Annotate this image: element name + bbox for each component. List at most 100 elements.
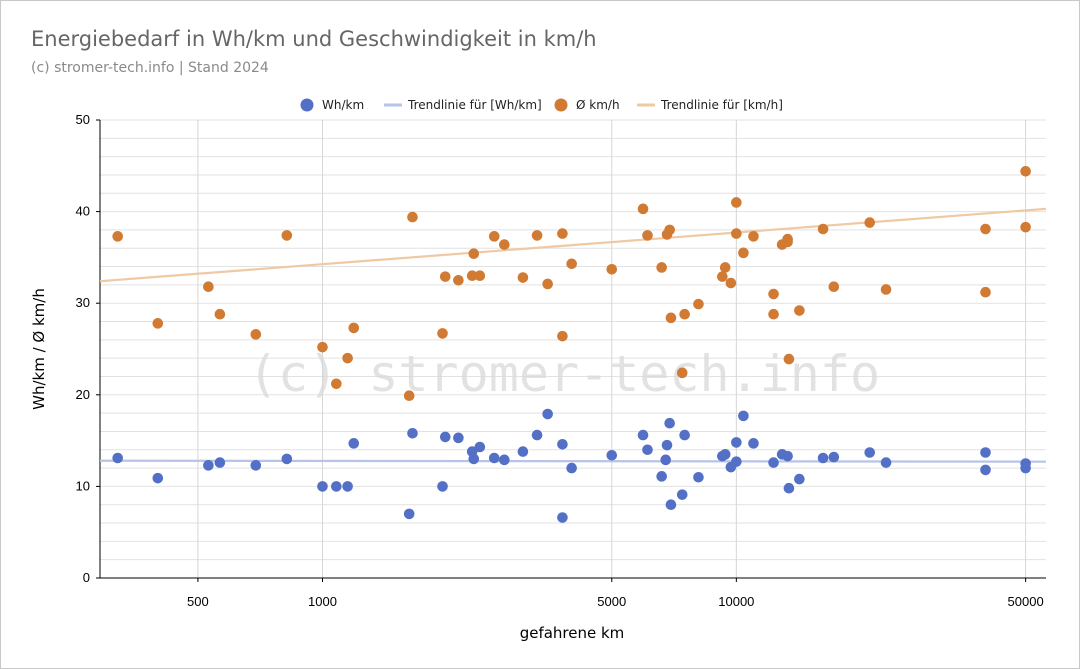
point-kmh [281, 230, 293, 241]
point-kmh [665, 312, 677, 324]
point-wh-km [542, 408, 553, 420]
point-wh-km [281, 453, 293, 465]
legend: Wh/km Trendlinie für [Wh/km] Ø km/h Trendli… [300, 98, 783, 112]
point-wh-km [665, 499, 677, 511]
point-wh-km [748, 438, 759, 449]
point-wh-km [731, 456, 742, 467]
point-kmh [214, 308, 226, 320]
point-wh-km [980, 447, 991, 458]
point-kmh [542, 278, 553, 290]
point-wh-km [768, 457, 779, 468]
point-wh-km [531, 429, 543, 441]
point-kmh [656, 262, 667, 273]
point-wh-km [403, 508, 415, 520]
point-wh-km [453, 432, 464, 444]
point-kmh [250, 329, 262, 340]
point-kmh [152, 318, 164, 329]
point-wh-km [152, 472, 164, 484]
x-tick-label: 50000 [1008, 594, 1044, 609]
point-kmh [817, 223, 829, 235]
point-kmh [828, 281, 840, 293]
point-wh-km [317, 481, 328, 492]
point-kmh [637, 203, 649, 215]
point-kmh [557, 330, 568, 342]
y-tick-label: 50 [76, 112, 90, 127]
point-kmh [499, 239, 510, 250]
trendline [99, 459, 1047, 463]
x-tick-label: 10000 [718, 594, 754, 609]
y-tick-label: 30 [76, 295, 90, 310]
point-kmh [331, 378, 342, 390]
legend-label: Trendlinie für [km/h] [660, 98, 783, 112]
point-wh-km [1020, 458, 1031, 469]
point-wh-km [642, 444, 653, 456]
point-kmh [864, 217, 876, 228]
chart-subtitle: (c) stromer-tech.info | Stand 2024 [31, 60, 269, 76]
point-wh-km [864, 447, 876, 458]
point-kmh [566, 258, 577, 270]
point-kmh [880, 284, 892, 295]
point-wh-km [738, 410, 749, 422]
point-wh-km [719, 449, 731, 460]
y-tick-label: 0 [83, 570, 90, 585]
point-kmh [676, 367, 688, 379]
watermark: (c) stromer-tech.info [248, 345, 880, 403]
point-kmh [342, 352, 353, 364]
point-wh-km [656, 471, 667, 482]
point-wh-km [474, 441, 486, 453]
point-wh-km [517, 446, 529, 457]
point-kmh [664, 224, 675, 236]
point-kmh [738, 247, 749, 259]
point-wh-km [557, 512, 568, 523]
point-kmh [437, 328, 448, 339]
point-kmh [407, 211, 418, 223]
point-wh-km [980, 464, 991, 476]
point-kmh [980, 286, 991, 298]
point-kmh [693, 298, 704, 310]
data-points [112, 165, 1031, 523]
point-wh-km [676, 489, 688, 500]
point-kmh [557, 228, 568, 239]
point-kmh [748, 231, 759, 242]
point-wh-km [880, 457, 892, 468]
point-kmh [794, 305, 805, 316]
point-wh-km [214, 457, 226, 468]
point-kmh [731, 197, 742, 208]
point-kmh [980, 223, 991, 235]
point-wh-km [661, 439, 673, 451]
x-tick-label: 5000 [597, 594, 626, 609]
point-wh-km [693, 471, 704, 483]
point-kmh [468, 248, 480, 260]
point-kmh [403, 390, 415, 402]
legend-marker [300, 98, 314, 112]
point-wh-km [488, 452, 500, 464]
point-wh-km [499, 454, 510, 466]
point-kmh [642, 230, 653, 241]
point-wh-km [637, 429, 649, 441]
point-kmh [679, 308, 690, 320]
point-wh-km [782, 450, 793, 462]
point-kmh [439, 271, 451, 282]
point-wh-km [250, 460, 262, 471]
point-wh-km [817, 452, 829, 464]
point-kmh [488, 231, 500, 242]
point-wh-km [407, 427, 418, 439]
point-wh-km [660, 454, 672, 466]
point-kmh [203, 281, 214, 293]
point-kmh [782, 236, 793, 248]
y-axis-title: Wh/km / Ø km/h [30, 288, 48, 410]
y-tick-label: 20 [76, 387, 90, 402]
point-wh-km [437, 481, 448, 492]
point-wh-km [828, 451, 840, 463]
point-kmh [717, 271, 728, 282]
point-kmh [768, 288, 779, 300]
point-wh-km [468, 453, 480, 465]
point-kmh [317, 341, 328, 353]
axes: 0 10 20 30 40 50 500 1000 5000 10000 50000 [76, 112, 1046, 609]
point-wh-km [731, 437, 742, 448]
point-kmh [719, 262, 731, 273]
point-kmh [474, 270, 486, 282]
trendline [99, 207, 1047, 283]
